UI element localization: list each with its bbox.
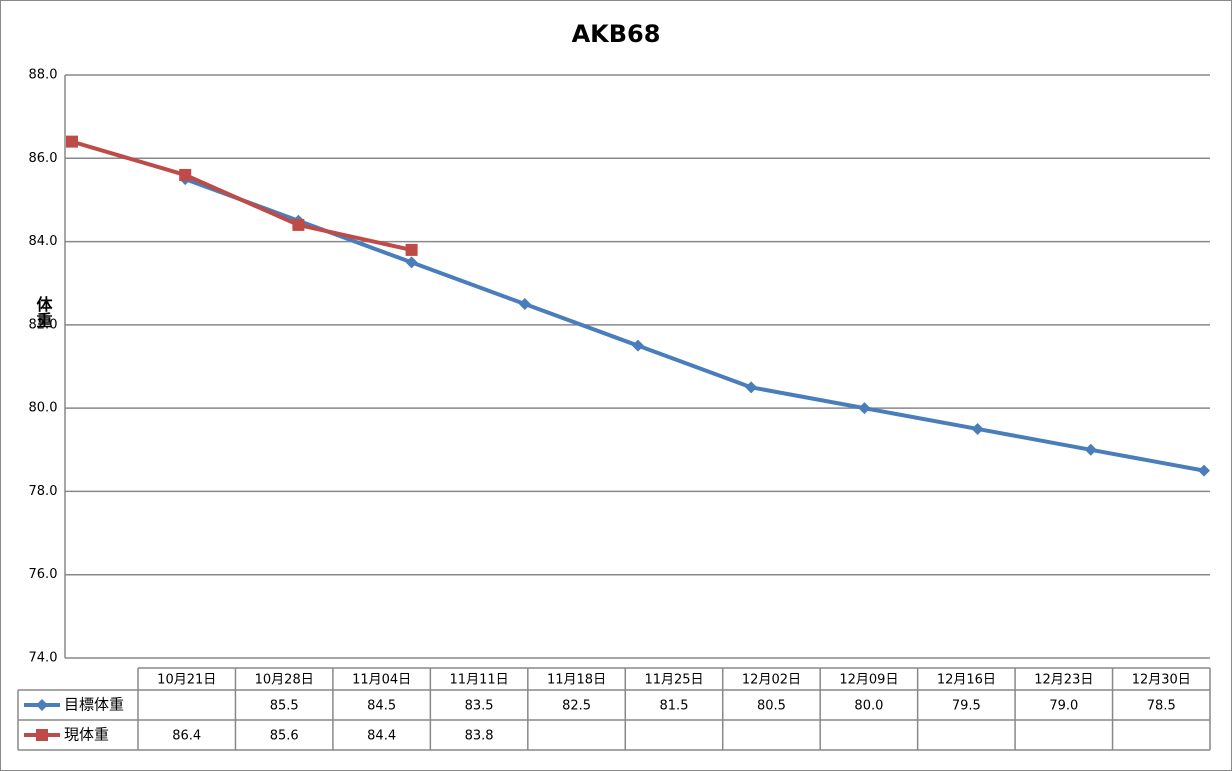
marker [745,381,758,394]
y-tick-label: 86.0 [29,151,58,166]
series-line [71,139,413,252]
x-tick-label: 12月09日 [839,673,898,688]
x-tick-label: 12月02日 [742,673,801,688]
x-tick-label: 12月16日 [937,673,996,688]
table-value: 86.4 [172,729,201,744]
marker [518,298,531,311]
y-tick-label: 78.0 [29,484,58,499]
table-value: 80.5 [757,699,786,714]
y-tick-label: 80.0 [29,401,58,416]
y-tick-label: 74.0 [29,651,58,666]
marker [292,218,305,231]
x-tick-label: 11月04日 [352,673,411,688]
marker [66,135,78,148]
marker [971,422,984,435]
x-tick-label: 10月21日 [157,673,216,688]
x-tick-label: 11月11日 [450,673,509,688]
marker [405,256,418,269]
marker [632,339,644,352]
chart-title: AKB68 [572,20,661,48]
y-tick-label: 88.0 [29,68,58,83]
table-value: 78.5 [1147,699,1176,714]
x-tick-label: 11月18日 [547,673,606,688]
table-value: 83.8 [465,729,494,744]
legend-marker [36,729,48,741]
table-value: 84.4 [367,729,396,744]
x-tick-label: 11月25日 [644,673,703,688]
table-value: 79.0 [1049,699,1078,714]
y-tick-label: 82.0 [29,317,58,332]
table-value: 85.6 [270,729,299,744]
y-axis-label: 体重 [34,295,53,328]
table-value: 79.5 [952,699,981,714]
x-tick-label: 10月28日 [255,673,314,688]
x-tick-label: 12月30日 [1132,673,1191,688]
legend-label: 目標体重 [64,696,124,714]
table-value: 83.5 [465,699,494,714]
y-tick-label: 76.0 [29,567,58,582]
marker [858,402,871,415]
table-value: 85.5 [270,699,299,714]
marker [405,243,418,256]
marker [179,168,192,181]
x-tick-label: 12月23日 [1034,673,1093,688]
legend-label: 現体重 [64,726,109,744]
table-value: 81.5 [660,699,689,714]
table-value: 82.5 [562,699,591,714]
table-value: 84.5 [367,699,396,714]
series-line [184,177,1205,473]
marker [1084,443,1097,456]
table-value: 80.0 [854,699,883,714]
y-tick-label: 84.0 [29,234,58,249]
legend-marker [36,699,48,711]
marker [1198,464,1210,477]
